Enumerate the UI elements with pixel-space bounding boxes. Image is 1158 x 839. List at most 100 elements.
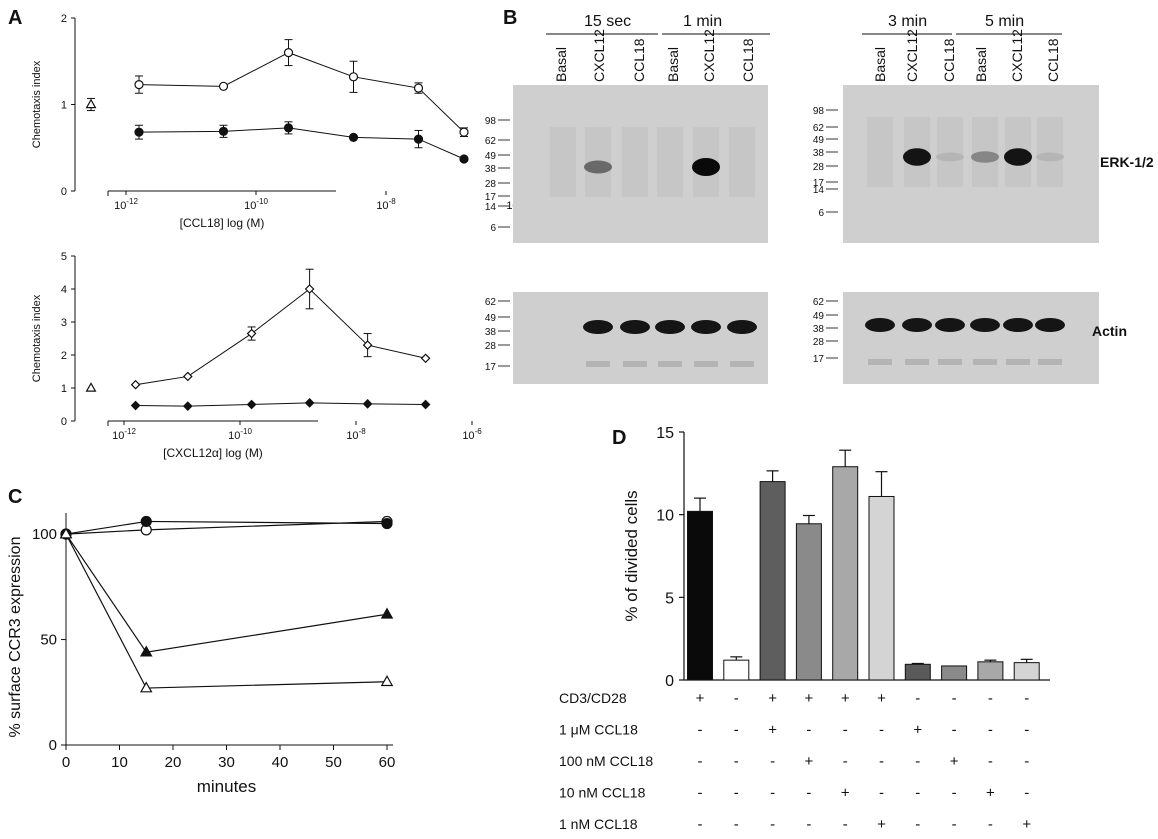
x-tick-label: 10-10 <box>228 427 252 442</box>
x-tick-label: 20 <box>165 754 182 771</box>
actin-faint-band <box>905 359 929 365</box>
actin-faint-band <box>730 361 754 367</box>
time-group-label: 15 sec <box>584 13 631 30</box>
lane-smear <box>937 117 963 187</box>
data-point <box>130 379 141 390</box>
data-point <box>413 134 424 144</box>
condition-sign: - <box>806 722 811 739</box>
mw-marker: 14 <box>485 202 497 213</box>
y-tick-label: 0 <box>665 673 674 690</box>
condition-label: 10 nM CCL18 <box>559 785 646 801</box>
data-point <box>130 400 141 411</box>
condition-sign: - <box>988 816 993 833</box>
x-tick-label: 50 <box>325 754 342 771</box>
condition-label: 1 μM CCL18 <box>559 722 638 738</box>
condition-sign: - <box>806 816 811 833</box>
data-point <box>218 81 229 91</box>
lane-label: CXCL12 <box>591 29 607 82</box>
condition-sign: - <box>952 816 957 833</box>
western-blot: 15 sec 1 min 3 min 5 min ERK-1/2 Actin B… <box>485 13 1154 384</box>
lane-smear <box>1037 117 1063 187</box>
condition-sign: - <box>879 753 884 770</box>
mw-marker: 49 <box>485 151 497 162</box>
panel-label-b: B <box>503 7 517 29</box>
x-tick-label: 40 <box>272 754 289 771</box>
condition-sign: - <box>843 816 848 833</box>
x-tick-label: 10-12 <box>112 427 136 442</box>
actin-faint-band <box>694 361 718 367</box>
lane-label: CXCL12 <box>904 29 920 82</box>
mw-marker: 17 <box>485 192 497 203</box>
data-point <box>362 340 373 350</box>
series-line <box>65 520 388 535</box>
condition-sign: - <box>698 816 703 833</box>
y-tick-label: 4 <box>61 284 67 296</box>
condition-sign: - <box>915 753 920 770</box>
actin-faint-band <box>586 361 610 367</box>
mw-marker: 98 <box>485 116 497 127</box>
condition-sign: - <box>698 785 703 802</box>
condition-sign: - <box>879 722 884 739</box>
x-tick-label: 10 <box>111 754 128 771</box>
bar <box>941 665 968 681</box>
x-tick-label: 60 <box>379 754 396 771</box>
data-point <box>304 284 315 294</box>
condition-sign: + <box>1022 816 1031 833</box>
time-group-label: 5 min <box>985 13 1024 30</box>
lane-label: CCL18 <box>740 38 756 82</box>
data-point <box>218 126 229 136</box>
x-tick-label: 10-8 <box>376 197 396 212</box>
y-axis-label: % surface CCR3 expression <box>7 537 24 738</box>
actin-band <box>865 318 895 332</box>
condition-sign: - <box>1024 722 1029 739</box>
blot-row-label-actin: Actin <box>1092 323 1127 339</box>
lane-label: CCL18 <box>941 38 957 82</box>
lane-label: CCL18 <box>631 38 647 82</box>
lane-label: Basal <box>553 47 569 82</box>
data-point <box>381 517 393 530</box>
series-line <box>138 127 465 160</box>
series-line <box>65 533 388 653</box>
mw-marker: 38 <box>485 164 497 175</box>
blot-actin-left <box>513 292 768 384</box>
data-point <box>362 398 373 409</box>
data-point <box>182 371 193 382</box>
lane-smear <box>657 127 683 197</box>
actin-band <box>935 318 965 332</box>
actin-band <box>620 320 650 334</box>
bar <box>868 495 895 681</box>
x-tick-label: 10-12 <box>114 197 138 212</box>
actin-faint-band <box>868 359 892 365</box>
mw-marker: 6 <box>818 208 824 219</box>
condition-sign: - <box>1024 690 1029 707</box>
data-point <box>420 353 431 364</box>
erk-band <box>1004 148 1032 166</box>
condition-sign: + <box>696 690 705 707</box>
condition-sign: - <box>915 785 920 802</box>
condition-sign: - <box>770 816 775 833</box>
x-tick-label: 10-10 <box>244 197 268 212</box>
condition-sign: - <box>806 785 811 802</box>
data-point <box>134 80 144 90</box>
mw-marker: 17 <box>485 362 497 373</box>
time-group-label: 1 min <box>683 13 722 30</box>
data-point <box>139 681 153 693</box>
actin-band <box>1003 318 1033 332</box>
condition-sign: - <box>915 690 920 707</box>
y-tick-label: 50 <box>40 632 57 649</box>
actin-faint-band <box>623 361 647 367</box>
mw-marker: 28 <box>485 179 497 190</box>
condition-sign: - <box>988 753 993 770</box>
data-point <box>413 83 424 93</box>
data-point <box>139 645 153 657</box>
y-axis-label: Chemotaxis index <box>31 294 43 382</box>
erk-band <box>936 152 964 162</box>
condition-sign: - <box>988 722 993 739</box>
condition-sign: - <box>698 722 703 739</box>
actin-band <box>970 318 1000 332</box>
y-tick-label: 0 <box>49 737 57 754</box>
y-tick-label: 1 <box>61 100 67 112</box>
data-point <box>348 72 359 82</box>
mw-marker: 49 <box>813 135 825 146</box>
